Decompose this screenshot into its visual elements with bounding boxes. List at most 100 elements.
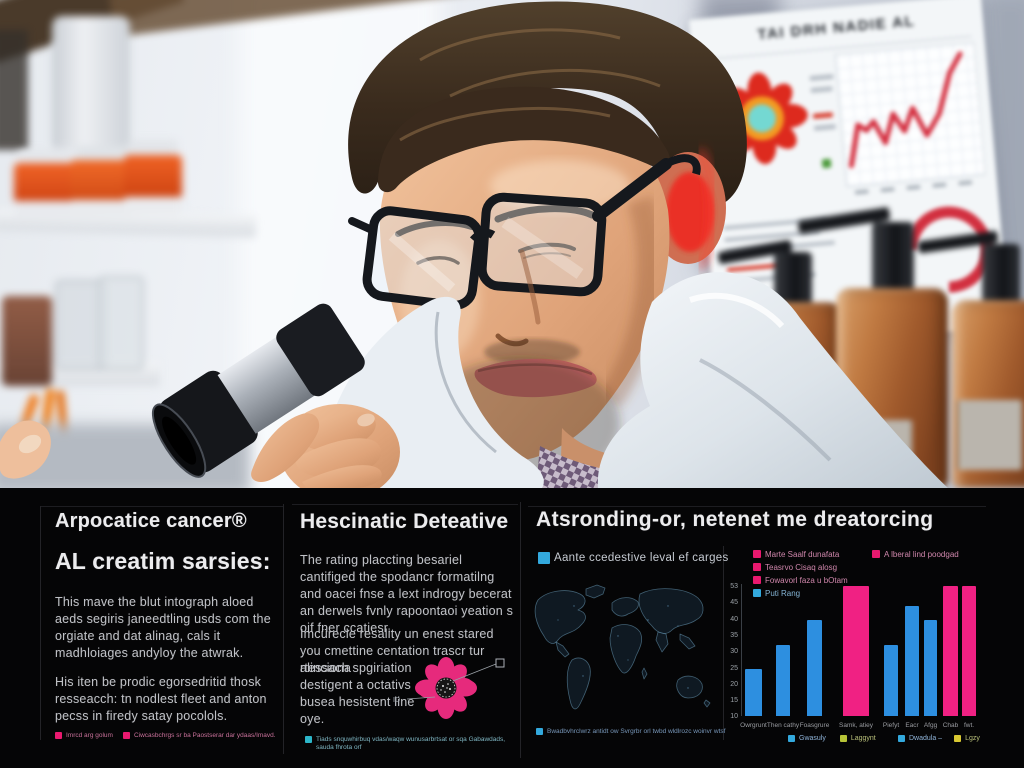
legend-label: Aante ccedestive leval ef carges — [554, 552, 729, 564]
orange-jar — [14, 150, 76, 216]
middle-panel-paragraph: Imcürecle resality un enest stared you c… — [300, 627, 494, 675]
legend-item: Dwadula – — [898, 735, 942, 742]
bar — [843, 586, 869, 716]
cell-rosette-diagram: ID — [393, 657, 505, 719]
bar — [807, 620, 822, 716]
world-map — [534, 584, 711, 710]
legend-item: Marte Saalf dunafata — [753, 550, 848, 559]
infographic-strip: Arpocatice cancer® AL creatim sarsies: T… — [0, 488, 1024, 768]
legend-item: Puti Rang — [753, 589, 848, 598]
legend-swatch — [305, 736, 312, 743]
lab-photo: TAI DRH NADIE AL — [0, 0, 1024, 488]
y-axis-tick: 10 — [730, 713, 738, 721]
thumbnail — [18, 434, 42, 454]
orange-jar — [70, 146, 134, 216]
bar — [905, 606, 919, 716]
x-axis-label: Piefyt — [882, 722, 900, 729]
x-axis-label: Afgg — [923, 722, 938, 729]
lab-shelves — [0, 0, 340, 488]
glasses — [348, 154, 701, 310]
x-axis-label: fwt. — [963, 722, 975, 729]
legend-label: Imrcd arg golum — [66, 732, 113, 739]
legend-item: Bwadbvhrclwrz antidt ow Svrgrbr orl twbd… — [536, 728, 725, 736]
left-panel-paragraph: This mave the blut intograph aloed aeds … — [55, 595, 271, 660]
legend-label: Teasrvo Cisaq alosg — [765, 563, 838, 572]
callout-label: ID — [393, 697, 400, 704]
legend-item: Ciwcasbchrgs sr ba Paostserar dar ydaas/… — [122, 732, 276, 740]
pump-cap — [982, 244, 1020, 304]
panel-border — [528, 506, 986, 507]
legend-label: Tiads snquwhirbuq vdas/waqw wunusarbrtsa… — [316, 736, 506, 751]
y-axis-tick: 35 — [730, 631, 738, 639]
bar-charts: Owrgrunt Then cathy Foasgrure Samk, atiey 53… — [0, 488, 1024, 768]
left-panel-paragraph: His iten be prodic egorsedritid thosk re… — [55, 675, 267, 723]
map-footnote-legend: Bwadbvhrclwrz antidt ow Svrgrbr orl twbd… — [536, 728, 725, 736]
chart-legend-column: A lberal lind poodgad — [872, 550, 959, 559]
y-axis-tick: 20 — [730, 680, 738, 688]
y-axis-tick: 45 — [730, 599, 738, 607]
chart1-bottom-legend: Gwasuly Laggynt — [788, 735, 876, 742]
panel-border — [40, 506, 41, 740]
eyebrows — [395, 205, 596, 237]
loupe-tool — [151, 303, 365, 478]
legend-swatch — [536, 728, 543, 735]
poster-line-chart — [834, 41, 986, 188]
chart-legend-column: Marte Saalf dunafata Teasrvo Cisaq alosg F… — [753, 550, 848, 598]
bar — [745, 669, 762, 716]
legend-swatch — [538, 552, 550, 564]
left-panel-legend: Imrcd arg golum Ciwcasbchrgs sr ba Paosts… — [55, 732, 276, 740]
x-axis-label: Samk, atiey — [839, 722, 873, 729]
eyes — [416, 242, 576, 265]
x-axis-label: Owrgrunt — [740, 722, 767, 729]
bar — [962, 586, 976, 716]
legend-item: Fowavorl faza u bOtam — [753, 576, 848, 585]
callout-square — [495, 658, 505, 668]
x-axis-label: Chab — [942, 722, 959, 729]
orange-jar — [124, 140, 182, 216]
legend-item: Aante ccedestive leval ef carges — [538, 552, 729, 564]
y-axis-line — [741, 584, 742, 716]
legend-label: Marte Saalf dunafata — [765, 550, 840, 559]
middle-panel-title: Hescinatic Deteative — [300, 510, 509, 533]
panel-divider — [283, 504, 284, 754]
legend-swatch — [55, 732, 62, 739]
legend-item: Laggynt — [839, 735, 876, 742]
x-axis-label: Foasgrure — [799, 722, 830, 729]
scientist-figure — [0, 1, 948, 488]
legend-item: Gwasuly — [788, 735, 826, 742]
fingers — [251, 411, 382, 488]
legend-label: Lgzy — [965, 735, 980, 742]
legend-label: Dwadula – — [909, 735, 943, 742]
legend-swatch — [839, 735, 847, 742]
y-axis-tick: 53 — [730, 583, 738, 590]
chart2-bottom-legend: Dwadula – Lgzy — [898, 735, 980, 742]
legend-swatch — [122, 732, 130, 739]
legend-swatch — [753, 589, 761, 597]
x-axis-label: Then cathy — [766, 722, 800, 729]
hair — [348, 1, 747, 208]
white-canister — [52, 16, 130, 148]
legend-swatch — [788, 735, 795, 742]
middle-panel-paragraph: The rating placcting besariel cantifiged… — [300, 553, 514, 635]
legend-label: Laggynt — [850, 735, 876, 742]
legend-swatch — [898, 735, 905, 742]
y-axis-tick: 30 — [730, 648, 738, 656]
hand-and-loupe — [151, 303, 400, 488]
legend-label: Bwadbvhrclwrz antidt ow Svrgrbr orl twbd… — [547, 728, 726, 735]
y-axis-tick: 25 — [730, 664, 738, 672]
legend-item: Lgzy — [954, 735, 980, 742]
legend-swatch — [954, 735, 962, 742]
map-legend: Aante ccedestive leval ef carges — [538, 552, 729, 564]
legend-label: Gwasuly — [799, 735, 826, 742]
wall-corner-dark — [0, 30, 28, 150]
legend-item: A lberal lind poodgad — [872, 550, 959, 559]
panel-border — [292, 504, 518, 505]
hair-highlights — [399, 28, 661, 142]
legend-item: Tiads snquwhirbuq vdas/waqw wunusarbrtsa… — [305, 736, 510, 752]
x-axis-label: Eacr — [905, 722, 919, 729]
middle-panel-paragraph: rtessach spgiriation destigent a octativ… — [300, 661, 415, 726]
panel-divider — [520, 502, 521, 758]
left-panel-subtitle: AL creatim sarsies: — [55, 548, 271, 574]
right-panel-title: Atsronding-or, netenet me dreatorcing — [536, 508, 934, 531]
